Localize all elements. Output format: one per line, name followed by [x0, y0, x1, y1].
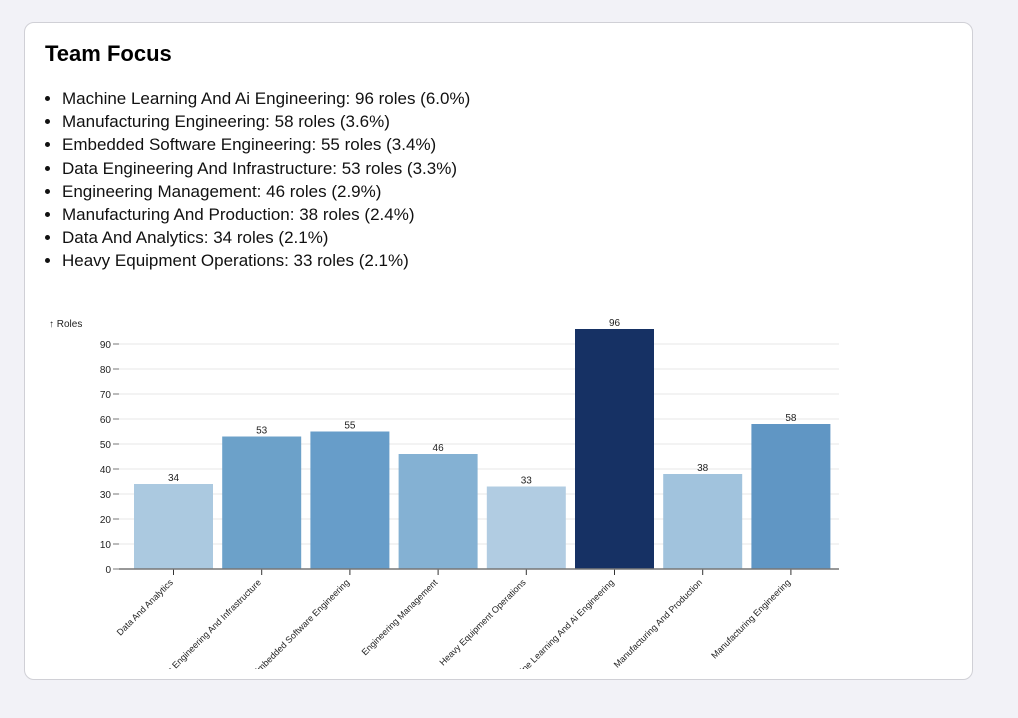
- y-tick-label: 50: [100, 440, 112, 451]
- list-item: Heavy Equipment Operations: 33 roles (2.…: [62, 249, 470, 272]
- x-tick-label: Engineering Management: [360, 577, 440, 657]
- y-tick-label: 90: [100, 340, 112, 351]
- list-item: Manufacturing Engineering: 58 roles (3.6…: [62, 110, 470, 133]
- bar: [575, 329, 654, 569]
- data-label: 55: [344, 421, 356, 432]
- bar: [751, 424, 831, 569]
- data-label: 53: [256, 426, 268, 437]
- y-tick-label: 70: [100, 390, 112, 401]
- y-tick-label: 20: [100, 515, 112, 526]
- y-axis-label: ↑ Roles: [49, 319, 82, 330]
- y-tick-label: 60: [100, 415, 112, 426]
- list-item: Embedded Software Engineering: 55 roles …: [62, 133, 470, 156]
- bar: [310, 431, 390, 569]
- x-tick-label: Manufacturing And Production: [612, 577, 704, 669]
- x-tick-label: Embedded Software Engineering: [251, 577, 351, 669]
- y-tick-label: 0: [105, 565, 111, 576]
- list-item: Data And Analytics: 34 roles (2.1%): [62, 226, 470, 249]
- bar: [398, 454, 478, 569]
- y-tick-label: 40: [100, 465, 112, 476]
- bar: [486, 486, 566, 569]
- x-tick-label: Manufacturing Engineering: [709, 577, 792, 660]
- data-label: 58: [785, 413, 797, 424]
- x-tick-label: Data And Analytics: [115, 577, 175, 637]
- x-tick-label: Heavy Equipment Operations: [438, 577, 529, 668]
- list-item: Manufacturing And Production: 38 roles (…: [62, 203, 470, 226]
- bar: [663, 474, 743, 569]
- summary-list: Machine Learning And Ai Engineering: 96 …: [45, 87, 470, 273]
- bar: [222, 436, 302, 569]
- data-label: 96: [609, 318, 621, 329]
- y-tick-label: 30: [100, 490, 112, 501]
- data-label: 34: [168, 473, 180, 484]
- bar-chart: ↑ Roles 0 10 20 30 40 50 60 70 80 90 34 Data And Ana…: [49, 318, 839, 669]
- data-label: 38: [697, 463, 709, 474]
- y-tick-label: 80: [100, 365, 112, 376]
- list-item: Machine Learning And Ai Engineering: 96 …: [62, 87, 470, 110]
- data-label: 33: [521, 476, 533, 487]
- list-item: Engineering Management: 46 roles (2.9%): [62, 180, 470, 203]
- bar: [134, 484, 213, 569]
- y-tick-label: 10: [100, 540, 112, 551]
- list-item: Data Engineering And Infrastructure: 53 …: [62, 157, 470, 180]
- data-label: 46: [433, 443, 445, 454]
- team-focus-card: Team Focus Machine Learning And Ai Engin…: [24, 22, 973, 680]
- x-tick-label: Data Engineering And Infrastructure: [155, 577, 263, 669]
- card-title: Team Focus: [45, 41, 172, 66]
